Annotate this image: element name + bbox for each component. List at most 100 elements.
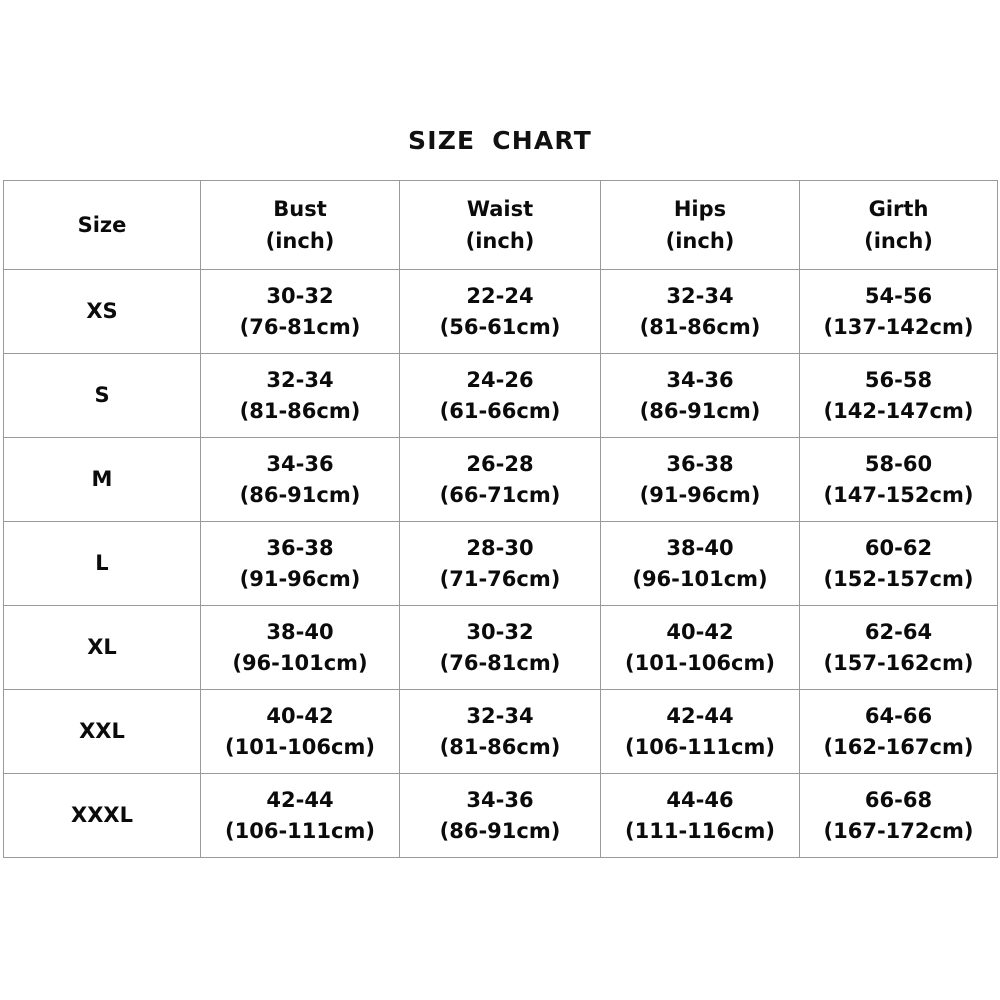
cell-girth-inch: 56-58	[864, 367, 933, 392]
cell-hips-inch: 44-46	[666, 787, 734, 812]
cell-bust-cm: (96-101cm)	[232, 650, 368, 675]
cell-waist-cm: (61-66cm)	[439, 398, 561, 423]
page-title: SIZE CHART	[407, 126, 592, 155]
cell-hips-cm: (106-111cm)	[625, 734, 775, 759]
cell-girth-cm: (167-172cm)	[823, 818, 974, 843]
cell-size: M	[3, 437, 201, 522]
cell-waist-inch: 32-34	[466, 703, 534, 728]
table-row: M 34-36 (86-91cm) 26-28 (66-71cm) 36-38 …	[3, 437, 998, 522]
cell-girth-inch: 58-60	[864, 451, 933, 476]
cell-bust: 34-36 (86-91cm)	[200, 437, 400, 522]
cell-waist: 34-36 (86-91cm)	[399, 773, 601, 858]
cell-hips: 40-42 (101-106cm)	[600, 605, 800, 690]
cell-bust: 32-34 (81-86cm)	[200, 353, 400, 438]
cell-girth-cm: (137-142cm)	[823, 314, 974, 339]
column-header-waist-unit: (inch)	[465, 229, 535, 253]
cell-girth-cm: (157-162cm)	[823, 650, 974, 675]
size-chart-table: Size Bust (inch) Waist (inch) Hips (inch…	[3, 180, 998, 858]
cell-hips: 38-40 (96-101cm)	[600, 521, 800, 606]
column-header-waist-label: Waist	[466, 197, 534, 221]
column-header-waist: Waist (inch)	[399, 180, 601, 270]
cell-girth-inch: 64-66	[864, 703, 933, 728]
table-row: XXL 40-42 (101-106cm) 32-34 (81-86cm) 42…	[3, 689, 998, 774]
cell-bust-cm: (81-86cm)	[239, 398, 361, 423]
column-header-hips: Hips (inch)	[600, 180, 800, 270]
cell-bust-cm: (106-111cm)	[225, 818, 375, 843]
cell-waist-cm: (81-86cm)	[439, 734, 561, 759]
cell-bust: 30-32 (76-81cm)	[200, 269, 400, 354]
cell-waist-cm: (56-61cm)	[439, 314, 561, 339]
column-header-size-label: Size	[77, 213, 127, 237]
cell-bust-inch: 36-38	[266, 535, 334, 560]
cell-waist-inch: 28-30	[466, 535, 534, 560]
cell-girth-inch: 60-62	[864, 535, 933, 560]
cell-hips-cm: (101-106cm)	[625, 650, 775, 675]
cell-waist: 30-32 (76-81cm)	[399, 605, 601, 690]
cell-size: S	[3, 353, 201, 438]
cell-girth-cm: (142-147cm)	[823, 398, 974, 423]
table-row: L 36-38 (91-96cm) 28-30 (71-76cm) 38-40 …	[3, 521, 998, 606]
table-row: XXXL 42-44 (106-111cm) 34-36 (86-91cm) 4…	[3, 773, 998, 858]
cell-waist-inch: 26-28	[466, 451, 534, 476]
cell-girth-inch: 54-56	[864, 283, 933, 308]
cell-girth-cm: (152-157cm)	[823, 566, 974, 591]
table-header: Size Bust (inch) Waist (inch) Hips (inch…	[3, 180, 998, 270]
cell-bust-cm: (101-106cm)	[225, 734, 375, 759]
cell-hips: 42-44 (106-111cm)	[600, 689, 800, 774]
cell-waist-cm: (86-91cm)	[439, 818, 561, 843]
cell-size: XS	[3, 269, 201, 354]
cell-hips-cm: (96-101cm)	[632, 566, 768, 591]
column-header-girth-label: Girth	[868, 197, 929, 221]
table-row: XS 30-32 (76-81cm) 22-24 (56-61cm) 32-34…	[3, 269, 998, 354]
cell-hips-inch: 34-36	[666, 367, 734, 392]
cell-hips-inch: 38-40	[666, 535, 734, 560]
cell-waist-cm: (76-81cm)	[439, 650, 561, 675]
cell-hips: 36-38 (91-96cm)	[600, 437, 800, 522]
cell-waist-inch: 24-26	[466, 367, 534, 392]
cell-girth: 54-56 (137-142cm)	[799, 269, 998, 354]
cell-girth-cm: (162-167cm)	[823, 734, 974, 759]
cell-hips-inch: 40-42	[666, 619, 734, 644]
cell-bust-cm: (86-91cm)	[239, 482, 361, 507]
cell-bust-inch: 38-40	[266, 619, 334, 644]
cell-hips: 44-46 (111-116cm)	[600, 773, 800, 858]
cell-waist-cm: (71-76cm)	[439, 566, 561, 591]
cell-waist-cm: (66-71cm)	[439, 482, 561, 507]
cell-bust: 40-42 (101-106cm)	[200, 689, 400, 774]
cell-bust-inch: 30-32	[266, 283, 334, 308]
cell-bust: 38-40 (96-101cm)	[200, 605, 400, 690]
cell-hips-inch: 36-38	[666, 451, 734, 476]
cell-bust-inch: 40-42	[266, 703, 334, 728]
cell-hips-inch: 42-44	[666, 703, 734, 728]
column-header-hips-label: Hips	[673, 197, 727, 221]
cell-size: L	[3, 521, 201, 606]
cell-waist: 32-34 (81-86cm)	[399, 689, 601, 774]
column-header-bust-label: Bust	[273, 197, 327, 221]
cell-hips: 34-36 (86-91cm)	[600, 353, 800, 438]
cell-bust-cm: (76-81cm)	[239, 314, 361, 339]
cell-waist-inch: 34-36	[466, 787, 534, 812]
cell-waist: 22-24 (56-61cm)	[399, 269, 601, 354]
cell-girth: 58-60 (147-152cm)	[799, 437, 998, 522]
cell-bust-inch: 34-36	[266, 451, 334, 476]
cell-hips-cm: (91-96cm)	[639, 482, 761, 507]
column-header-girth-unit: (inch)	[864, 229, 933, 253]
cell-bust: 36-38 (91-96cm)	[200, 521, 400, 606]
size-chart-table-container: Size Bust (inch) Waist (inch) Hips (inch…	[3, 180, 998, 858]
cell-waist-inch: 22-24	[466, 283, 534, 308]
cell-girth-inch: 66-68	[864, 787, 933, 812]
cell-bust-cm: (91-96cm)	[239, 566, 361, 591]
cell-hips-inch: 32-34	[666, 283, 734, 308]
cell-waist: 26-28 (66-71cm)	[399, 437, 601, 522]
column-header-hips-unit: (inch)	[665, 229, 735, 253]
table-body: XS 30-32 (76-81cm) 22-24 (56-61cm) 32-34…	[3, 269, 998, 858]
cell-hips: 32-34 (81-86cm)	[600, 269, 800, 354]
cell-girth: 66-68 (167-172cm)	[799, 773, 998, 858]
cell-size: XXL	[3, 689, 201, 774]
column-header-girth: Girth (inch)	[799, 180, 998, 270]
cell-girth: 60-62 (152-157cm)	[799, 521, 998, 606]
cell-bust: 42-44 (106-111cm)	[200, 773, 400, 858]
table-header-row: Size Bust (inch) Waist (inch) Hips (inch…	[3, 180, 998, 270]
cell-girth-inch: 62-64	[864, 619, 933, 644]
